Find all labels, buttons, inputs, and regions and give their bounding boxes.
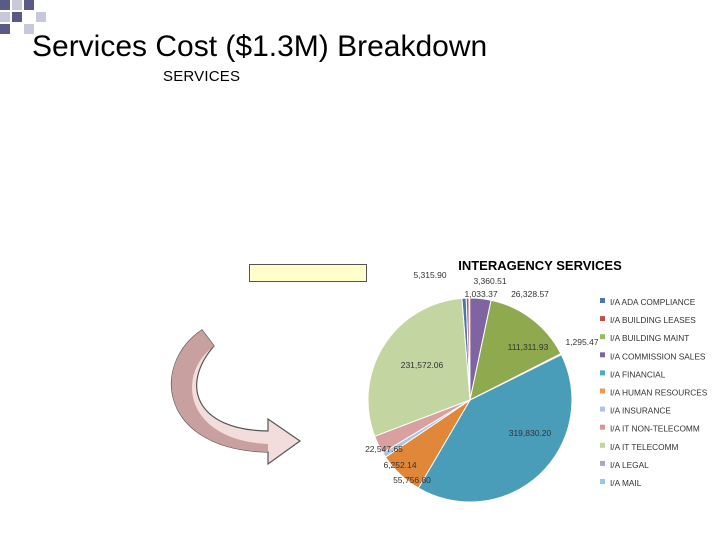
- deco-square: [24, 24, 34, 34]
- deco-square: [24, 0, 34, 10]
- pie-data-label: 5,315.90: [413, 270, 446, 280]
- legend-swatch: [600, 424, 605, 430]
- pie-labels: 5,315.90 3,360.51 1,033.37 26,328.57 111,311…: [365, 270, 599, 485]
- legend-swatch: [600, 460, 605, 466]
- legend-label: I/A MAIL: [610, 478, 642, 488]
- curved-arrow-shade: [171, 330, 268, 452]
- pie-data-label: 3,360.51: [473, 276, 506, 286]
- pie-slice: [417, 354, 573, 503]
- pie-data-label: 319,830.20: [509, 428, 552, 438]
- pie-data-label: 1,295.47: [565, 337, 598, 347]
- legend-swatch: [600, 406, 605, 412]
- legend: I/A ADA COMPLIANCE I/A BUILDING LEASES I/A…: [600, 297, 708, 488]
- legend-swatch: [600, 316, 605, 322]
- legend-label: I/A HUMAN RESOURCES: [610, 388, 708, 398]
- pie-data-label: 26,328.57: [511, 289, 549, 299]
- pie-slice: [367, 297, 471, 437]
- legend-label: I/A COMMISSION SALES: [610, 351, 706, 361]
- deco-square: [0, 24, 10, 34]
- callout-box: [249, 264, 367, 282]
- legend-label: I/A LEGAL: [610, 460, 649, 470]
- legend-label: I/A BUILDING MAINT: [610, 333, 689, 343]
- deco-square: [12, 12, 22, 22]
- legend-swatch: [600, 298, 605, 303]
- chart-title: INTERAGENCY SERVICES: [458, 258, 622, 273]
- legend-label: I/A IT NON-TELECOMM: [610, 424, 700, 434]
- pie-data-label: 111,311.93: [508, 342, 549, 352]
- pie-data-label: 1,033.37: [464, 289, 497, 299]
- legend-label: I/A INSURANCE: [610, 406, 671, 416]
- legend-swatch: [600, 388, 605, 394]
- deco-square: [36, 12, 46, 22]
- legend-label: I/A IT TELECOMM: [610, 442, 678, 452]
- deco-square: [12, 0, 22, 10]
- legend-swatch: [600, 370, 605, 376]
- services-subheading: SERVICES: [163, 68, 241, 85]
- legend-label: I/A FINANCIAL: [610, 369, 666, 379]
- pie-slices: [367, 297, 573, 503]
- pie-data-label: 55,756.80: [393, 475, 431, 485]
- legend-swatch: [600, 479, 605, 484]
- legend-label: I/A BUILDING LEASES: [610, 315, 696, 325]
- pie-data-label: 6,252.14: [383, 460, 416, 470]
- deco-square: [0, 12, 10, 22]
- pie-slice: [469, 299, 562, 401]
- legend-swatch: [600, 352, 605, 358]
- legend-swatch: [600, 442, 605, 448]
- pie-data-label: 231,572.06: [401, 360, 444, 370]
- legend-swatch: [600, 334, 605, 340]
- slide-title: Services Cost ($1.3M) Breakdown: [32, 30, 488, 63]
- pie-data-label: 22,547.65: [365, 444, 403, 454]
- deco-square: [0, 0, 10, 10]
- decorative-squares: [0, 0, 46, 34]
- legend-label: I/A ADA COMPLIANCE: [610, 297, 696, 307]
